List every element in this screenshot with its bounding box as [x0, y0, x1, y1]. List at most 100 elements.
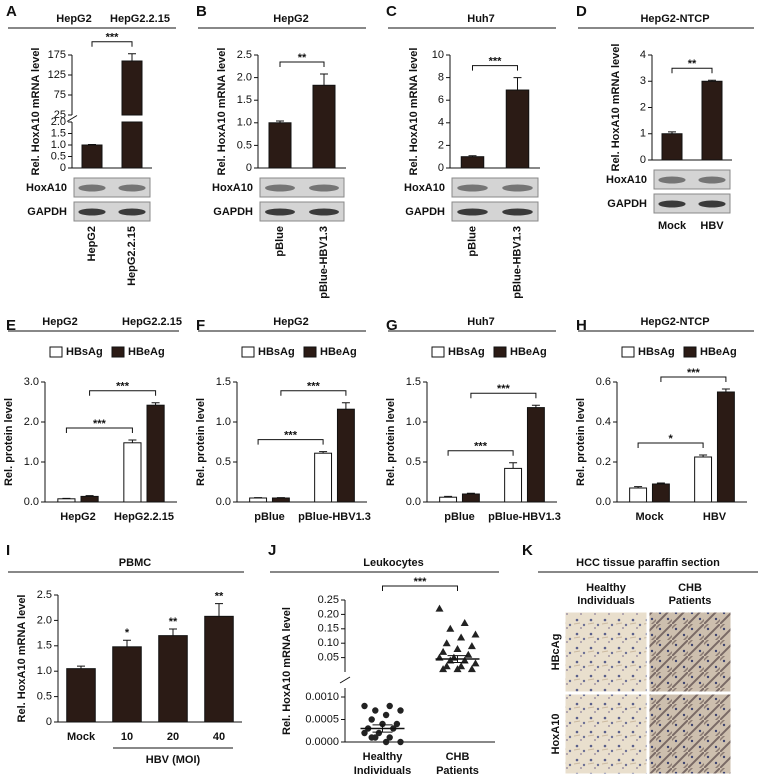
point	[446, 656, 455, 664]
bar	[505, 89, 530, 169]
x-tick-label: pBlue	[254, 511, 285, 523]
panel-header: HepG2	[273, 316, 308, 328]
significance-label: ***	[93, 418, 107, 430]
point	[361, 702, 368, 710]
significance-bracket	[382, 585, 458, 591]
blot-label: GAPDH	[405, 206, 445, 218]
significance-label: ***	[489, 56, 503, 68]
y-tick-label: 75	[54, 89, 66, 101]
axis-break	[66, 115, 78, 122]
tissue-image	[564, 693, 648, 775]
bar	[249, 497, 268, 503]
bar	[629, 487, 648, 503]
panel-letter: E	[6, 317, 16, 334]
panel-header: PBMC	[119, 557, 151, 569]
panel-letter: J	[268, 542, 276, 559]
error-bar	[341, 402, 350, 410]
point	[467, 642, 476, 650]
x-tick-label: pBlue-HBV1.3	[298, 511, 371, 523]
blot-label: HoxA10	[26, 182, 67, 194]
legend-label: HBeAg	[700, 346, 737, 358]
error-bar	[509, 462, 518, 469]
blot-label: GAPDH	[607, 198, 647, 210]
blot-label: HoxA10	[404, 182, 445, 194]
y-tick-label: 0.10	[318, 637, 339, 649]
x-tick-label: HepG2	[60, 511, 95, 523]
y-tick-label: 1.5	[51, 127, 66, 139]
y-tick-label: 1.0	[51, 139, 66, 151]
blot-band	[309, 184, 339, 192]
bar	[204, 615, 234, 723]
bar	[57, 498, 76, 503]
y-tick-label: 2	[640, 101, 646, 113]
axis-break	[339, 676, 351, 684]
point	[439, 665, 448, 673]
x-tick-label: 20	[167, 731, 179, 743]
point	[460, 619, 469, 627]
y-axis-label: Rel. HoxA10 mRNA level	[610, 44, 622, 172]
x-tick-label: HBV	[700, 220, 724, 232]
significance-label: *	[668, 433, 673, 445]
y-tick-label: 0	[46, 716, 52, 728]
significance-label: ***	[687, 367, 701, 379]
y-tick-label: 0.5	[406, 456, 421, 468]
column-header: Healthy Individuals	[577, 582, 634, 607]
bar	[651, 483, 670, 503]
bar	[312, 84, 336, 169]
y-tick-label: 0.6	[596, 376, 611, 388]
significance-label: ***	[284, 430, 298, 442]
legend-label: HBeAg	[320, 346, 357, 358]
y-tick-label: 0.15	[318, 623, 339, 635]
error-bar	[444, 495, 453, 498]
y-tick-label: 4	[438, 117, 444, 129]
y-tick-label: 1.5	[406, 376, 421, 388]
legend-label: HBsAg	[258, 346, 295, 358]
significance-label: ***	[474, 441, 488, 453]
point	[386, 702, 393, 710]
error-bar	[468, 155, 477, 157]
y-tick-label: 1	[640, 128, 646, 140]
x-tick-label: pBlue-HBV1.3	[318, 226, 330, 299]
point	[453, 644, 462, 652]
legend-label: HBsAg	[638, 346, 675, 358]
significance-bracket	[472, 65, 518, 71]
point	[453, 665, 462, 673]
significance-label: ***	[307, 381, 321, 393]
blot-label: HoxA10	[606, 174, 647, 186]
blot-band	[309, 208, 339, 216]
legend-swatch	[431, 346, 445, 358]
y-tick-label: 10	[432, 49, 444, 61]
bar	[694, 456, 713, 503]
panel-header: HCC tissue paraffin section	[576, 557, 720, 569]
y-tick-label: 3	[640, 75, 646, 87]
y-tick-label: 1.0	[237, 117, 252, 129]
x-tick-label: Mock	[658, 220, 687, 232]
significance-label: **	[298, 52, 307, 64]
point	[393, 720, 401, 728]
y-tick-label: 0	[246, 162, 252, 174]
blot-label: HoxA10	[212, 182, 253, 194]
y-tick-label: 0.0010	[305, 691, 339, 703]
error-bar	[128, 53, 136, 61]
bar	[268, 122, 292, 169]
y-axis-label: Rel. protein level	[385, 398, 397, 486]
error-bar	[128, 439, 137, 443]
blot	[653, 193, 731, 214]
blot-band	[118, 184, 146, 192]
x-tick-label: 10	[121, 731, 133, 743]
bar	[661, 133, 683, 161]
row-label: HoxA10	[550, 714, 562, 755]
error-bar	[721, 388, 730, 392]
x-tick-label: HepG2	[86, 226, 98, 261]
bar	[112, 646, 142, 723]
significance-label: ***	[106, 32, 120, 44]
significance-bracket	[257, 439, 324, 445]
error-bar	[215, 603, 223, 617]
point	[397, 707, 404, 714]
point	[375, 729, 383, 737]
significance-bracket	[65, 427, 133, 433]
y-tick-label: 0.25	[318, 594, 339, 606]
panel-letter: F	[196, 317, 205, 334]
y-tick-label: 0.0000	[305, 736, 339, 748]
legend-label: HBsAg	[448, 346, 485, 358]
